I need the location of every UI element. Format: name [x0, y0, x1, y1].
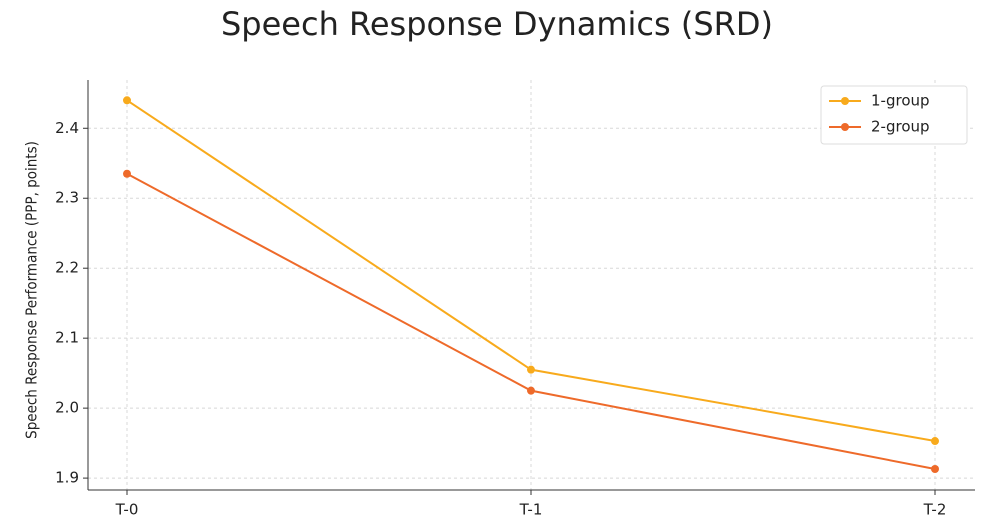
data-point: [123, 169, 131, 178]
y-tick-label: 2.2: [55, 259, 79, 277]
x-tick-label: T-0: [115, 501, 139, 519]
y-tick-label: 2.4: [55, 119, 79, 137]
chart-title: Speech Response Dynamics (SRD): [221, 5, 773, 43]
y-axis-label: Speech Response Performance (PPP, points…: [23, 141, 41, 439]
y-tick-label: 1.9: [55, 469, 79, 487]
data-point: [931, 465, 939, 474]
legend-label: 1-group: [871, 92, 930, 110]
data-point: [527, 365, 535, 374]
legend-marker: [841, 97, 849, 105]
y-tick-label: 2.3: [55, 189, 79, 207]
legend-label: 2-group: [871, 118, 930, 136]
legend-marker: [841, 123, 849, 131]
x-tick-label: T-2: [923, 501, 947, 519]
data-point: [527, 386, 535, 395]
data-point: [931, 437, 939, 446]
x-tick-label: T-1: [519, 501, 543, 519]
y-tick-label: 2.1: [55, 329, 79, 347]
y-tick-label: 2.0: [55, 399, 79, 417]
data-point: [123, 96, 131, 105]
